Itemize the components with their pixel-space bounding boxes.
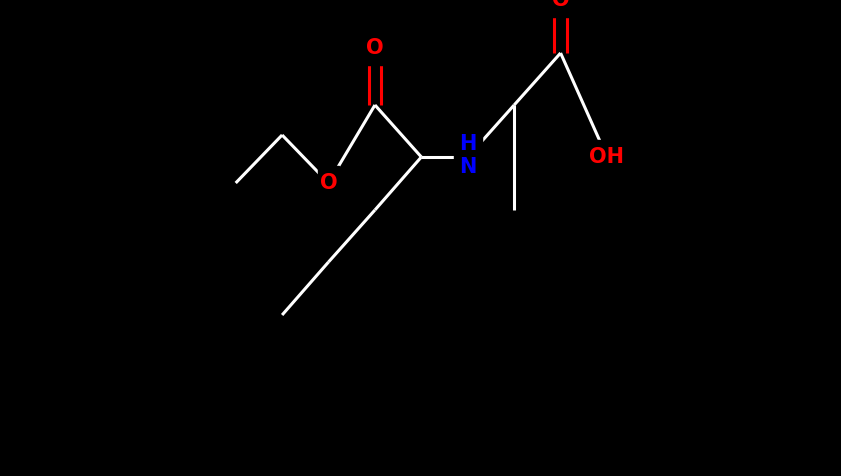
Text: O: O xyxy=(320,173,337,193)
Text: H: H xyxy=(459,134,477,154)
Text: N: N xyxy=(459,158,477,178)
Bar xyxy=(364,31,386,65)
Bar xyxy=(550,0,572,17)
Bar xyxy=(454,133,482,181)
Bar xyxy=(318,166,340,200)
Text: O: O xyxy=(552,0,569,10)
Text: OH: OH xyxy=(590,147,625,167)
Text: O: O xyxy=(366,38,383,58)
Bar xyxy=(591,140,622,174)
